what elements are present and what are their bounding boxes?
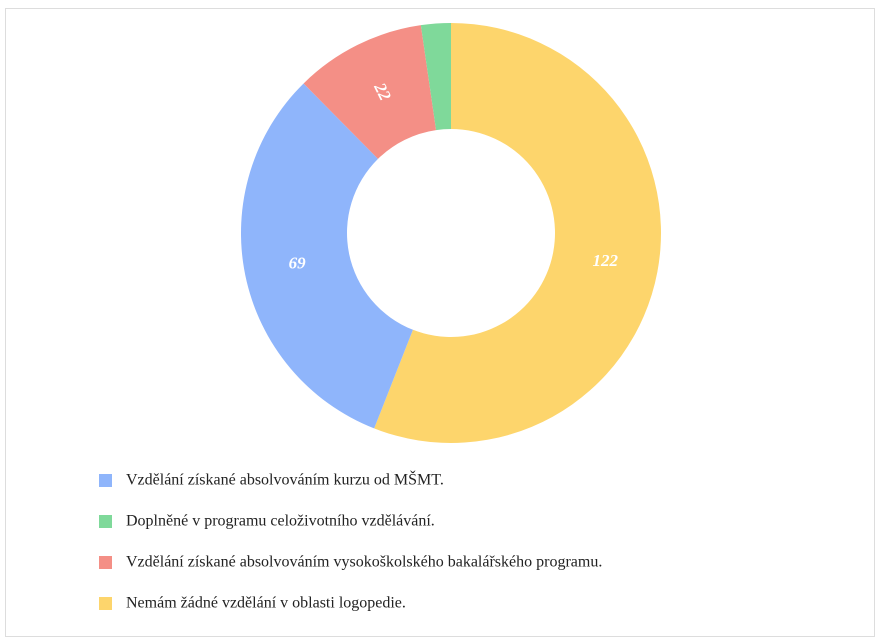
legend-label: Nemám žádné vzdělání v oblasti logopedie… bbox=[126, 595, 406, 612]
legend-swatch bbox=[99, 597, 112, 610]
legend-swatch bbox=[99, 474, 112, 487]
legend-swatch bbox=[99, 556, 112, 569]
legend-label: Vzdělání získané absolvováním vysokoškol… bbox=[126, 554, 602, 571]
legend-label: Vzdělání získané absolvováním kurzu od M… bbox=[126, 470, 444, 489]
legend-label: Doplněné v programu celoživotního vzdělá… bbox=[126, 513, 435, 530]
data-label: 122 bbox=[593, 251, 619, 270]
data-label: 69 bbox=[289, 253, 307, 272]
donut-slice bbox=[420, 23, 451, 131]
legend-swatch bbox=[99, 515, 112, 528]
donut-slice bbox=[241, 83, 413, 429]
donut-slice bbox=[374, 23, 662, 443]
donut-slice bbox=[303, 25, 437, 159]
